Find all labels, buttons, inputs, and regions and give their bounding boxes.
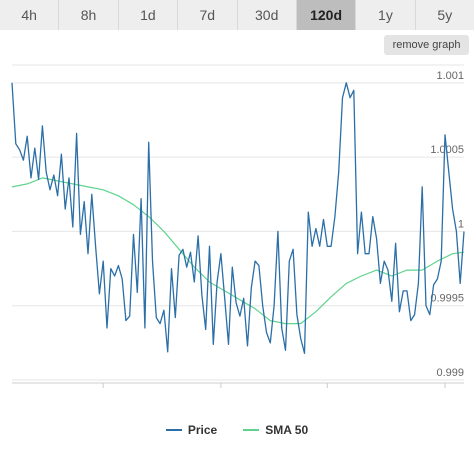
remove-graph-button[interactable]: remove graph <box>384 35 469 55</box>
series-line-price <box>11 82 465 354</box>
legend-item-sma50[interactable]: SMA 50 <box>243 423 308 437</box>
series-line-sma50 <box>11 177 465 325</box>
timeframe-tabs: 4h 8h 1d 7d 30d 120d 1y 5y <box>0 0 474 30</box>
y-tick-label: 0.9995 <box>430 293 464 305</box>
y-tick-label: 1 <box>458 218 464 230</box>
tab-4h[interactable]: 4h <box>0 0 60 30</box>
tab-1d[interactable]: 1d <box>118 0 179 30</box>
tab-5y[interactable]: 5y <box>415 0 474 30</box>
legend-label-sma50: SMA 50 <box>265 423 309 437</box>
legend-label-price: Price <box>187 423 218 437</box>
legend-item-price[interactable]: Price <box>165 423 218 437</box>
tab-8h[interactable]: 8h <box>59 0 119 30</box>
legend-swatch-sma50 <box>243 429 260 431</box>
tab-30d[interactable]: 30d <box>237 0 297 30</box>
tab-7d[interactable]: 7d <box>178 0 238 30</box>
chart-legend: Price SMA 50 <box>0 420 474 440</box>
y-tick-label: 0.999 <box>436 367 464 379</box>
tab-1y[interactable]: 1y <box>356 0 416 30</box>
legend-swatch-price <box>165 429 182 431</box>
y-tick-label: 1.001 <box>436 70 464 82</box>
tab-120d[interactable]: 120d <box>296 0 357 30</box>
